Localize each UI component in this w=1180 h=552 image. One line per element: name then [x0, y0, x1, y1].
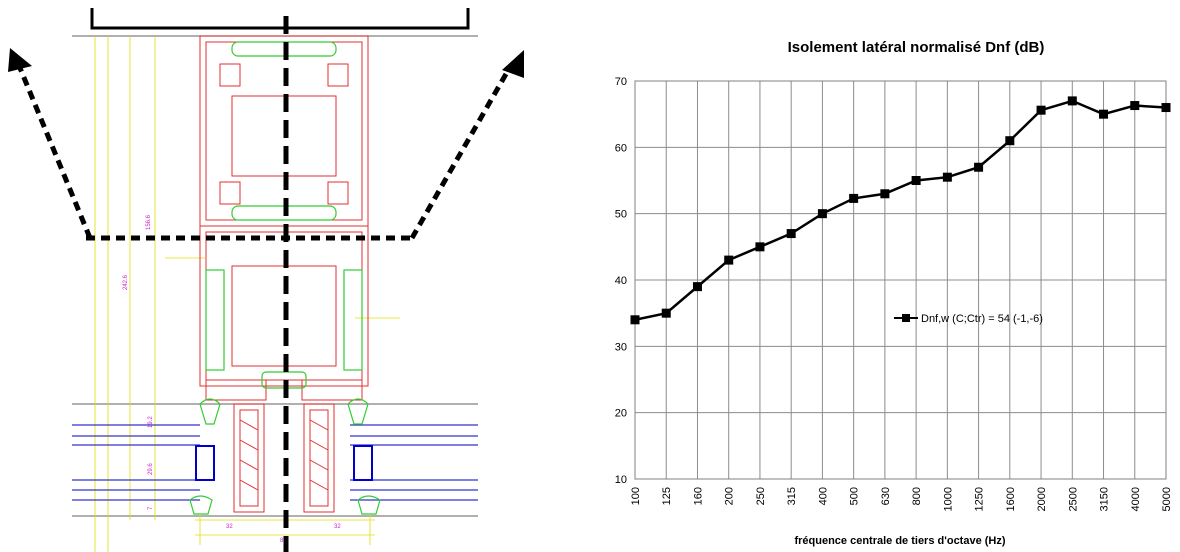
y-axis-ticks: 10 20 30 40 50 60 70 — [615, 76, 627, 486]
x-tick-label: 315 — [786, 487, 798, 505]
dimension-label: 7 — [148, 506, 154, 510]
x-tick-label: 1000 — [942, 487, 954, 511]
data-point — [1036, 105, 1046, 115]
legend-marker — [902, 314, 910, 322]
data-point — [755, 242, 765, 252]
dimension-label: 32 — [226, 524, 233, 530]
data-point — [942, 172, 952, 182]
y-tick-label: 40 — [615, 275, 627, 287]
arrow-right-head — [502, 50, 524, 78]
series-line — [634, 99, 1167, 322]
y-tick-label: 30 — [615, 341, 627, 353]
construction-lines — [94, 36, 400, 552]
data-point — [724, 255, 734, 265]
data-point — [911, 176, 921, 185]
data-point — [849, 193, 859, 203]
dimension-label: 32 — [334, 524, 341, 530]
legend-label: Dnf,w (C;Ctr) = 54 (-1,-6) — [921, 313, 1043, 325]
data-point — [974, 162, 984, 172]
x-tick-label: 5000 — [1161, 487, 1173, 511]
reference-lines — [72, 35, 478, 517]
flanking-path — [17, 67, 509, 241]
x-axis-ticks: 100 125 160 200 250 315 400 500 630 800 1000 1250 16… — [630, 487, 1173, 511]
x-tick-label: 125 — [661, 487, 673, 505]
x-tick-label: 100 — [630, 487, 642, 505]
data-point — [786, 229, 796, 239]
x-tick-label: 1250 — [974, 487, 986, 511]
chart-grid — [634, 80, 1167, 480]
x-tick-label: 800 — [911, 487, 923, 505]
x-axis-label: fréquence centrale de tiers d'octave (Hz… — [794, 535, 1005, 547]
dimension-label: 242.6 — [123, 274, 129, 290]
series-group — [630, 96, 1171, 325]
y-tick-label: 10 — [615, 474, 627, 486]
dimension-labels: 156.6 242.6 19.2 29.6 7 32 32 84 — [123, 214, 341, 544]
data-point — [1130, 101, 1140, 111]
x-tick-label: 4000 — [1130, 487, 1142, 511]
dimension-label: 156.6 — [146, 214, 152, 230]
data-point — [817, 209, 827, 219]
y-tick-label: 70 — [615, 76, 627, 88]
y-tick-label: 60 — [615, 142, 627, 154]
data-point — [880, 189, 890, 199]
chart-title: Isolement latéral normalisé Dnf (dB) — [788, 39, 1045, 56]
data-point — [1005, 136, 1015, 146]
data-point — [692, 282, 702, 292]
x-tick-label: 1600 — [1005, 487, 1017, 511]
x-tick-label: 3150 — [1099, 487, 1111, 511]
plot-area — [634, 80, 1167, 480]
data-point — [661, 308, 671, 318]
glazing-panels — [72, 424, 478, 501]
x-tick-label: 500 — [849, 487, 861, 505]
y-tick-label: 50 — [615, 209, 627, 221]
cad-section-drawing: 156.6 242.6 19.2 29.6 7 32 32 84 — [8, 8, 524, 552]
data-point — [1161, 103, 1171, 113]
data-point — [630, 315, 640, 325]
dimension-label: 19.2 — [148, 416, 154, 428]
x-tick-label: 250 — [755, 487, 767, 505]
x-tick-label: 160 — [692, 487, 704, 505]
data-point — [1099, 109, 1109, 119]
arrow-left-head — [8, 48, 32, 72]
y-tick-label: 20 — [615, 408, 627, 420]
x-tick-label: 2000 — [1036, 487, 1048, 511]
dnf-chart: Isolement latéral normalisé Dnf (dB) 10 2… — [615, 39, 1173, 547]
x-tick-label: 630 — [880, 487, 892, 505]
data-point — [1067, 96, 1077, 106]
x-tick-label: 400 — [817, 487, 829, 505]
x-tick-label: 2500 — [1067, 487, 1079, 511]
legend: Dnf,w (C;Ctr) = 54 (-1,-6) — [894, 313, 1043, 325]
x-tick-label: 200 — [724, 487, 736, 505]
top-bracket — [90, 8, 470, 30]
dimension-label: 29.6 — [148, 463, 154, 475]
